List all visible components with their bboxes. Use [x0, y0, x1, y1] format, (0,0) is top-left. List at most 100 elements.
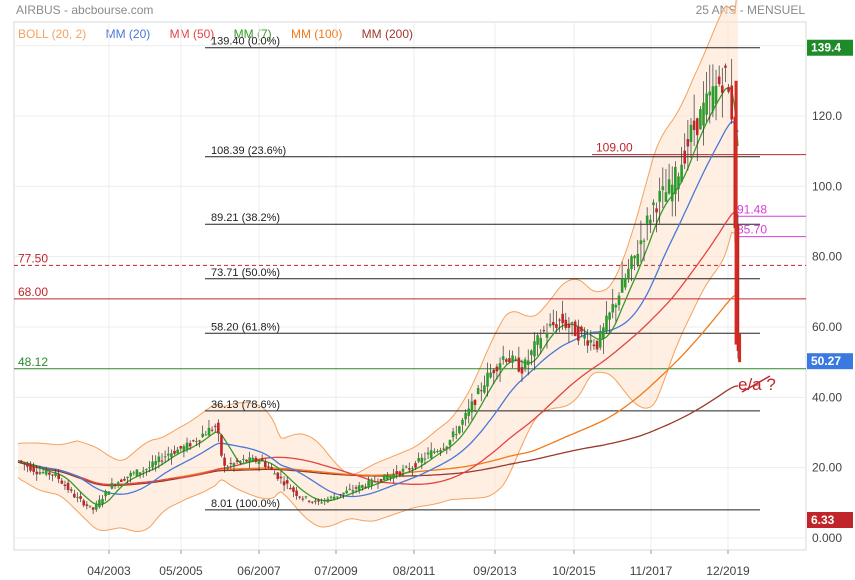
candle-body	[94, 503, 98, 510]
candle-body	[611, 304, 615, 313]
candle-body	[536, 335, 539, 345]
candle-body	[123, 478, 126, 481]
candle-body	[148, 467, 151, 469]
candle-body	[667, 179, 671, 194]
candle-body	[433, 451, 436, 453]
candle-body	[680, 164, 683, 182]
candle-body	[310, 501, 314, 503]
candle-body	[589, 340, 593, 343]
candle-body	[157, 456, 161, 463]
candle-body	[479, 390, 483, 392]
candle-body	[517, 357, 521, 372]
candle-body	[188, 443, 192, 447]
candle-body	[404, 466, 408, 468]
price-badge	[807, 512, 853, 528]
x-tick-label: 05/2005	[159, 564, 203, 578]
candle-body	[642, 240, 646, 242]
candle-body	[60, 480, 64, 484]
fib-label: 108.39 (23.6%)	[211, 145, 286, 157]
candle-body	[674, 166, 677, 195]
candle-body	[655, 208, 658, 213]
candle-body	[207, 427, 211, 436]
candle-body	[373, 481, 377, 483]
candle-body	[273, 473, 276, 475]
candle-body	[91, 507, 95, 510]
candle-body	[630, 256, 633, 270]
legend: BOLL (20, 2) MM (20) MM (50) MM (7) MM (…	[18, 27, 429, 41]
candle-body	[652, 202, 655, 206]
bollinger-upper	[17, 0, 737, 475]
candle-body	[530, 350, 533, 356]
candle-body	[714, 85, 718, 104]
candle-body	[104, 490, 107, 497]
candle-body	[523, 359, 527, 370]
candle-body	[361, 485, 364, 488]
candle-body	[602, 327, 605, 339]
level-label: 109.00	[596, 141, 633, 155]
candle-body	[245, 459, 248, 462]
candle-body	[551, 322, 555, 326]
fib-label: 73.71 (50.0%)	[211, 267, 280, 279]
candle-body	[439, 450, 442, 452]
candle-body	[335, 496, 339, 498]
candle-body	[555, 324, 558, 328]
candle-body	[364, 486, 367, 488]
candle-body	[445, 446, 449, 450]
candle-body	[220, 435, 223, 456]
candle-body	[185, 442, 189, 450]
legend-mm100: MM (100)	[290, 27, 343, 41]
y-tick-label: 100.0	[812, 179, 842, 193]
candle-body	[699, 109, 702, 130]
x-tick-label: 12/2019	[706, 564, 750, 578]
candle-body	[126, 476, 129, 479]
candle-body	[223, 457, 226, 466]
x-tick-label: 10/2015	[552, 564, 596, 578]
candle-body	[683, 150, 687, 164]
candle-body	[73, 493, 76, 498]
candle-body	[598, 331, 602, 348]
candle-body	[567, 324, 571, 328]
legend-mm20: MM (20)	[105, 27, 151, 41]
candle-body	[508, 358, 511, 363]
candle-body	[717, 76, 721, 85]
candle-body	[307, 500, 311, 502]
candle-body	[267, 466, 270, 468]
candle-body	[727, 87, 730, 92]
candle-body	[417, 458, 420, 462]
plot-frame	[13, 21, 807, 551]
candle-body	[705, 93, 708, 115]
candle-body	[298, 496, 302, 498]
candle-body	[295, 490, 298, 496]
candle-body	[163, 456, 167, 458]
candle-body	[520, 367, 524, 374]
y-tick-label: 120.0	[812, 109, 842, 123]
price-badge-label: 139.4	[811, 41, 841, 55]
candle-body	[720, 85, 724, 93]
candle-body	[85, 504, 89, 506]
legend-mm7: MM (7)	[233, 27, 272, 41]
candle-body	[248, 457, 251, 462]
mm200-line	[17, 385, 739, 487]
candle-body	[570, 322, 574, 324]
x-tick-label: 06/2007	[237, 564, 281, 578]
candle-body	[467, 408, 471, 416]
candle-body	[592, 344, 596, 347]
candle-body	[423, 458, 427, 460]
level-label: 48.12	[18, 355, 48, 369]
x-tick-label: 11/2017	[630, 564, 673, 578]
candle-body	[407, 468, 411, 470]
candle-body	[63, 484, 67, 486]
candle-body	[116, 482, 120, 486]
candle-body	[695, 118, 699, 136]
candle-body	[476, 388, 480, 394]
candle-body	[342, 492, 345, 495]
candle-body	[511, 355, 514, 363]
bollinger-band	[18, 0, 738, 532]
candle-body	[179, 446, 183, 449]
candle-body	[132, 472, 136, 474]
candle-body	[176, 449, 179, 454]
candle-body	[545, 333, 549, 338]
x-tick-label: 04/2003	[87, 564, 131, 578]
price-badge-label: 6.33	[811, 513, 835, 527]
candle-body	[420, 457, 424, 463]
